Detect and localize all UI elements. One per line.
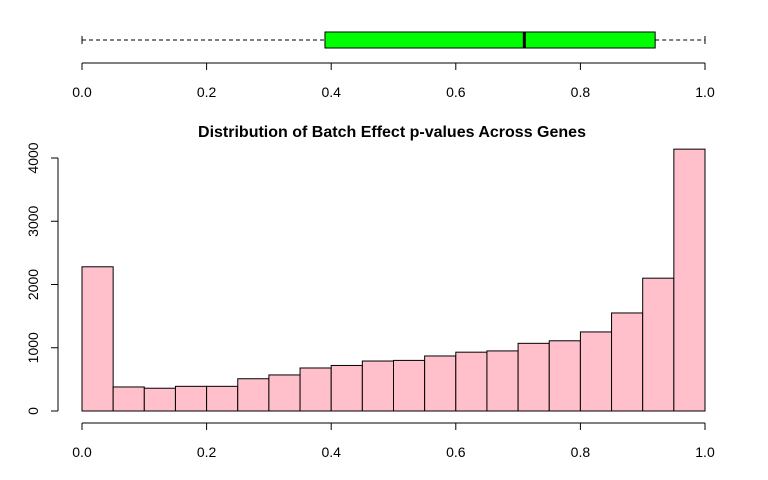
histogram-x-tick-label: 0.8 — [571, 444, 591, 460]
histogram-bar — [455, 351, 488, 412]
boxplot-x-tick-label: 0.4 — [321, 84, 341, 100]
histogram-bar — [673, 148, 706, 412]
histogram-y-tick-label: 3000 — [25, 205, 41, 236]
histogram-bar — [424, 355, 457, 412]
boxplot-x-tick-label: 0.8 — [571, 84, 591, 100]
histogram-bar — [268, 374, 301, 412]
histogram-x-tick-label: 0.0 — [72, 444, 92, 460]
histogram-y-tick-label: 1000 — [25, 332, 41, 363]
histogram-bar — [393, 359, 426, 412]
histogram-bar — [81, 266, 114, 412]
histogram-bar — [548, 340, 581, 412]
histogram-x-tick-label: 1.0 — [695, 444, 715, 460]
histogram-x-tick-label: 0.2 — [197, 444, 217, 460]
histogram-bar — [611, 312, 644, 412]
boxplot-x-tick-label: 0.0 — [72, 84, 92, 100]
histogram-y-tick-label: 4000 — [25, 142, 41, 173]
histogram-bar — [174, 385, 208, 412]
boxplot-panel: 0.0 0.2 0.4 0.6 0.8 1.0 — [72, 31, 715, 100]
histogram-y-tick-label: 0 — [25, 407, 41, 415]
histogram-panel: Distribution of Batch Effect p-values Ac… — [25, 124, 715, 460]
boxplot-x-tick-label: 0.2 — [197, 84, 217, 100]
iqr-box — [324, 31, 656, 49]
histogram-bar — [579, 331, 613, 412]
histogram-bar — [330, 364, 363, 412]
histogram-bar — [206, 385, 239, 412]
histogram-bar — [517, 342, 550, 412]
histogram-x-tick-label: 0.6 — [446, 444, 466, 460]
histogram-x-tick-label: 0.4 — [321, 444, 341, 460]
chart-title: Distribution of Batch Effect p-values Ac… — [198, 124, 586, 141]
boxplot-x-tick-label: 0.6 — [446, 84, 466, 100]
boxplot-x-tick-label: 1.0 — [695, 84, 715, 100]
histogram-bar — [112, 386, 145, 412]
histogram-bar — [299, 367, 332, 412]
histogram-bar — [143, 387, 176, 412]
histogram-bar — [486, 350, 519, 412]
histogram-bar — [361, 360, 395, 412]
histogram-bar — [237, 378, 270, 412]
histogram-bar — [642, 277, 675, 412]
histogram-y-tick-label: 2000 — [25, 269, 41, 300]
